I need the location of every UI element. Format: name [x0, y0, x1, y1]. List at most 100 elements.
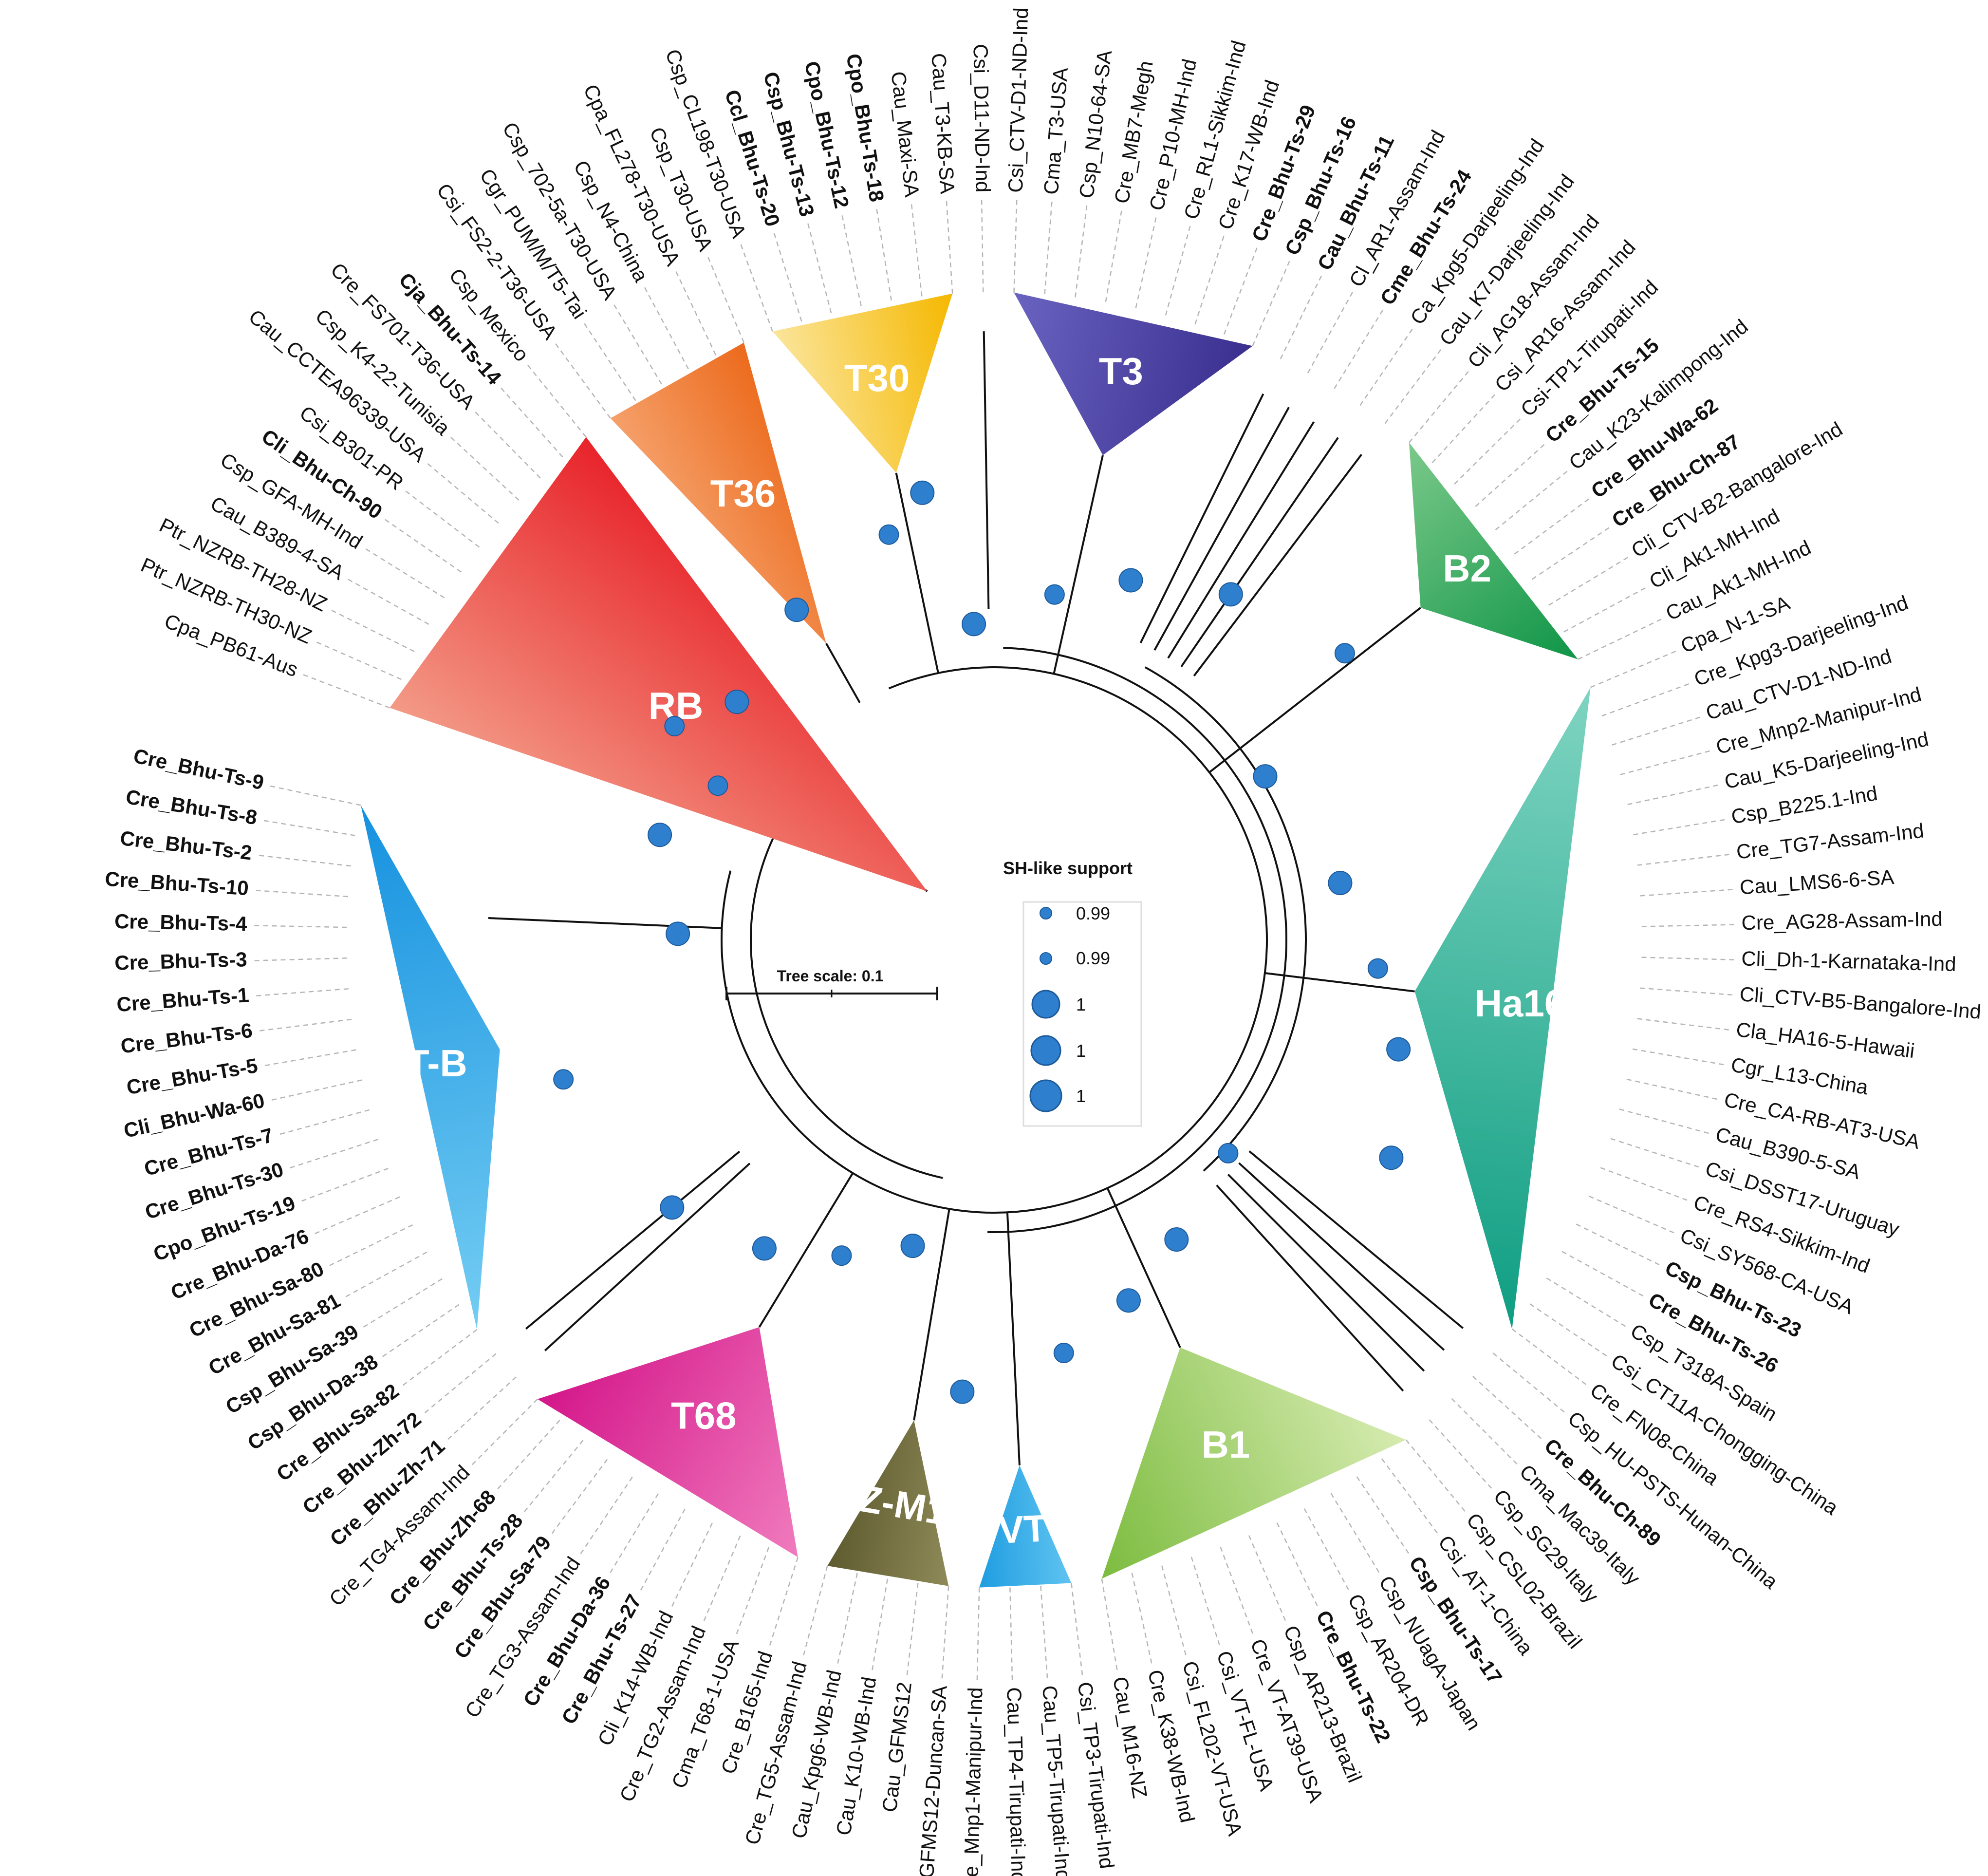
leader-line: [365, 548, 445, 599]
leader-line: [303, 674, 390, 709]
branch-segment: [983, 331, 990, 609]
clade-triangle: [610, 342, 826, 644]
leader-line: [1641, 957, 1734, 960]
leader-line: [773, 233, 802, 322]
branch-segment: [913, 1209, 950, 1421]
leaf-label: Cma_T3-USA: [1040, 67, 1072, 195]
leader-line: [1492, 1352, 1565, 1413]
leaf-label: Cre_Bhu-Ts-10: [104, 867, 249, 900]
leader-line: [584, 323, 636, 401]
leaf-label: Cre_Bhu-Ts-8: [124, 785, 259, 829]
clade-label: VT: [997, 1506, 1048, 1552]
leader-line: [1532, 527, 1610, 580]
leader-line: [263, 820, 355, 836]
leader-line: [256, 890, 349, 898]
leaf-label: Cau_TP5-Tirupati-Ind: [1038, 1685, 1075, 1876]
leader-line: [329, 1224, 413, 1266]
leader-line: [1548, 557, 1628, 606]
leader-line: [1101, 1578, 1118, 1670]
leader-line: [1590, 651, 1676, 688]
leader-line: [1280, 275, 1322, 359]
leader-line: [260, 1018, 352, 1032]
clade-label: B2: [1443, 547, 1491, 590]
clade-triangle: [1414, 687, 1591, 1329]
leader-line: [1220, 1546, 1254, 1634]
leader-line: [910, 204, 923, 297]
clade-triangle: [1101, 1348, 1406, 1579]
leader-line: [1640, 987, 1732, 996]
branch-segment: [1053, 455, 1104, 674]
leader-line: [1472, 1376, 1542, 1439]
support-legend: SH-like support 0.99 0.99 1 1 1: [1003, 858, 1142, 1127]
leader-line: [1637, 1018, 1729, 1031]
leaf-label: Cau_M16-NZ: [1109, 1675, 1152, 1800]
branch-segment: [825, 643, 861, 703]
leader-line: [1248, 1535, 1286, 1621]
branch-segment: [1227, 1174, 1425, 1372]
leader-line: [1619, 1108, 1709, 1134]
support-dot: [707, 775, 728, 796]
leader-line: [475, 412, 541, 479]
clade-triangle: [537, 1327, 798, 1557]
clade-label: T3: [1099, 350, 1143, 393]
leader-line: [769, 1557, 799, 1646]
leader-line: [675, 271, 717, 356]
leader-line: [527, 365, 587, 438]
legend-dot-5: [1029, 1079, 1062, 1112]
leader-line: [385, 519, 462, 573]
leader-line: [259, 855, 351, 867]
leader-line: [497, 1420, 560, 1489]
support-dot: [1367, 958, 1388, 979]
leader-line: [1561, 1251, 1644, 1297]
clade-triangle: [1409, 442, 1578, 659]
support-dot: [1328, 871, 1353, 896]
leader-line: [363, 1278, 443, 1328]
leaf-label: Csi_TP3-Tirupati-Ind: [1074, 1681, 1119, 1870]
branch-segment: [895, 472, 939, 674]
leader-line: [876, 209, 892, 301]
leader-line: [315, 1196, 400, 1235]
leader-line: [644, 287, 689, 370]
leader-line: [1475, 444, 1545, 507]
leaf-label: Csi_CTV-D1-ND-Ind: [1004, 7, 1033, 193]
support-dot: [1053, 1343, 1074, 1364]
leader-line: [447, 1376, 517, 1440]
support-dot: [1118, 568, 1143, 593]
leader-line: [1013, 200, 1018, 293]
tree-scale: Tree scale: 0.1: [725, 967, 938, 1000]
leader-line: [256, 988, 349, 996]
leaf-label: Csp_N10-64-SA: [1075, 49, 1116, 199]
support-dot: [1164, 1227, 1189, 1252]
leader-line: [1040, 1586, 1048, 1679]
leader-line: [1451, 1398, 1518, 1464]
leader-line: [1356, 1476, 1410, 1554]
leader-line: [1071, 1583, 1083, 1675]
leader-line: [1640, 889, 1733, 897]
leaf-label: Csi_D11-ND-Ind: [969, 44, 995, 193]
leader-line: [471, 1398, 538, 1465]
leader-line: [1044, 202, 1053, 295]
support-dot: [725, 690, 749, 714]
leaf-label: Cre_Bhu-Ts-3: [114, 948, 247, 975]
leader-line: [1563, 587, 1646, 633]
leader-line: [872, 1578, 888, 1670]
leader-line: [279, 1109, 370, 1135]
support-dot: [664, 715, 685, 736]
branch-segment: [1153, 407, 1290, 651]
leader-line: [703, 1535, 741, 1621]
legend-value-5: 1: [1076, 1086, 1086, 1106]
leader-line: [640, 1508, 686, 1591]
leader-line: [290, 1139, 378, 1169]
leader-line: [1334, 309, 1384, 389]
support-dot: [878, 524, 899, 545]
leader-line: [501, 387, 563, 458]
clade-triangle: [979, 1465, 1072, 1588]
branch-segment: [1216, 1184, 1404, 1392]
support-dot: [1386, 1037, 1411, 1062]
leader-line: [671, 1522, 713, 1607]
leader-line: [254, 925, 347, 928]
leaf-label: Cau_LMS6-6-SA: [1739, 865, 1895, 899]
leader-line: [946, 201, 953, 294]
leaf-label: Cre_TG7-Assam-Ind: [1735, 819, 1925, 863]
branch-arc: [750, 776, 943, 1179]
